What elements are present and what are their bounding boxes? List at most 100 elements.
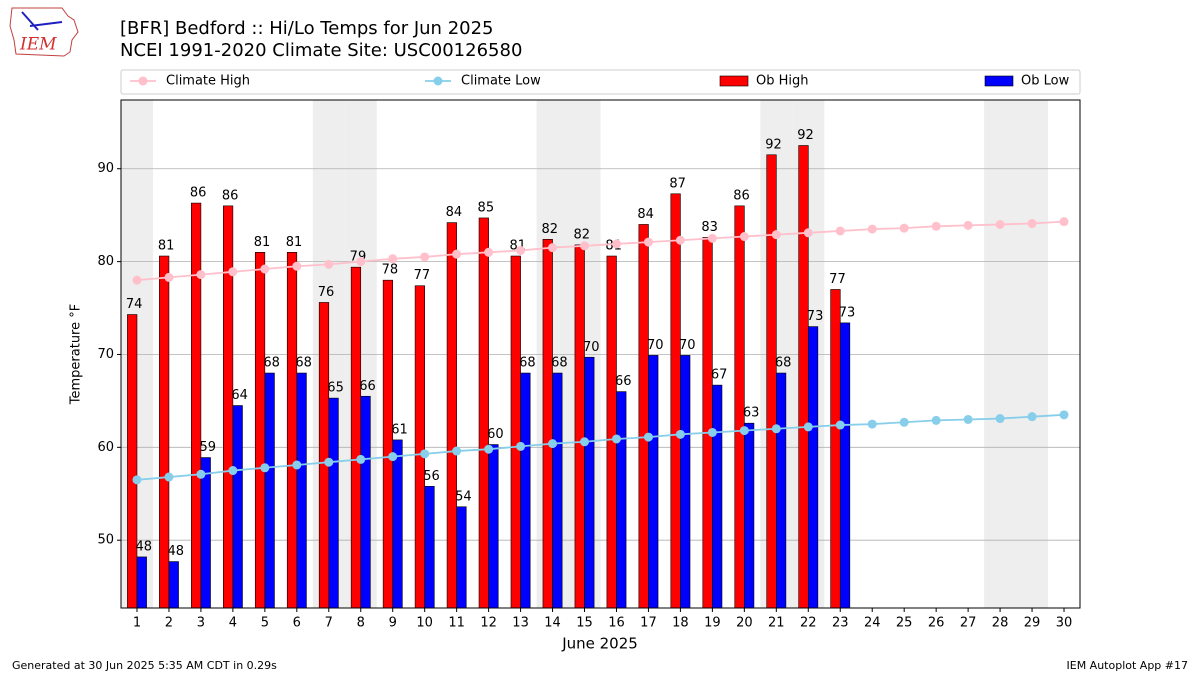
legend-swatch: [433, 76, 443, 86]
point: [516, 441, 526, 451]
point: [995, 219, 1005, 229]
point: [739, 232, 749, 242]
data-label: 87: [669, 176, 686, 191]
data-label: 92: [765, 137, 782, 152]
bar: [286, 252, 298, 609]
bar: [702, 237, 713, 609]
point: [324, 457, 334, 467]
point: [196, 469, 206, 479]
data-label: 66: [615, 374, 632, 389]
point: [899, 223, 909, 233]
point: [516, 245, 526, 255]
bar: [127, 314, 138, 609]
data-label: 54: [455, 489, 472, 504]
x-tick-label: 20: [736, 616, 753, 631]
data-label: 86: [190, 186, 207, 201]
point: [803, 422, 813, 432]
data-label: 82: [573, 227, 590, 242]
legend-label: Climate High: [166, 74, 250, 89]
x-tick-label: 21: [768, 616, 785, 631]
point: [164, 272, 174, 282]
bar: [414, 285, 425, 609]
bar: [478, 217, 489, 609]
bar: [648, 355, 659, 609]
data-label: 64: [231, 388, 248, 403]
point: [388, 254, 398, 264]
x-tick-label: 19: [704, 616, 721, 631]
footer-left: Generated at 30 Jun 2025 5:35 AM CDT in …: [12, 659, 277, 672]
point: [963, 414, 973, 424]
point: [803, 228, 813, 238]
x-tick-label: 2: [165, 616, 173, 631]
bar: [392, 439, 403, 609]
bar: [136, 556, 147, 609]
point: [452, 446, 462, 456]
bar: [766, 154, 777, 609]
point: [963, 220, 973, 230]
x-tick-label: 26: [928, 616, 945, 631]
y-tick-label: 60: [97, 440, 114, 455]
bar: [552, 372, 563, 609]
data-label: 78: [382, 263, 399, 278]
bar: [776, 372, 787, 609]
x-tick-label: 6: [293, 616, 301, 631]
x-tick-label: 13: [512, 616, 529, 631]
point: [899, 417, 909, 427]
x-tick-label: 4: [229, 616, 237, 631]
y-tick-label: 50: [97, 533, 114, 548]
legend-box: [120, 69, 1081, 95]
data-label: 81: [286, 235, 303, 250]
bar: [424, 486, 435, 609]
data-label: 48: [167, 544, 184, 559]
point: [292, 460, 302, 470]
x-tick-label: 5: [261, 616, 269, 631]
logo-text: IEM: [19, 35, 57, 55]
point: [1059, 410, 1069, 420]
point: [132, 475, 142, 485]
point: [292, 261, 302, 271]
point: [1027, 412, 1037, 422]
x-tick-label: 16: [608, 616, 625, 631]
data-label: 77: [414, 268, 431, 283]
bar: [510, 255, 521, 609]
x-tick-label: 10: [416, 616, 433, 631]
x-tick-label: 23: [832, 616, 849, 631]
bar: [168, 561, 179, 609]
data-label: 81: [254, 235, 271, 250]
bar: [232, 405, 243, 609]
point: [356, 257, 366, 267]
x-tick-label: 12: [480, 616, 497, 631]
bar: [542, 239, 553, 609]
point: [452, 249, 462, 259]
point: [707, 427, 717, 437]
point: [675, 429, 685, 439]
data-label: 92: [797, 128, 814, 143]
point: [132, 275, 142, 285]
point: [707, 233, 717, 243]
point: [835, 226, 845, 236]
point: [771, 230, 781, 240]
data-label: 68: [551, 356, 568, 371]
data-label: 68: [775, 356, 792, 371]
point: [643, 432, 653, 442]
data-label: 86: [733, 188, 750, 203]
point: [356, 454, 366, 464]
point: [1027, 219, 1037, 229]
data-label: 77: [829, 272, 846, 287]
bar: [296, 372, 307, 609]
chart-subtitle: NCEI 1991-2020 Climate Site: USC00126580: [120, 40, 522, 61]
point: [196, 270, 206, 280]
bar: [798, 145, 809, 609]
logo-outline: [9, 7, 79, 57]
x-axis-label: June 2025: [561, 635, 638, 653]
bar: [488, 444, 499, 609]
point: [484, 247, 494, 257]
bar: [839, 322, 851, 609]
point: [611, 434, 621, 444]
x-tick-label: 22: [800, 616, 817, 631]
point: [1059, 217, 1069, 227]
x-tick-label: 3: [197, 616, 205, 631]
point: [995, 414, 1005, 424]
